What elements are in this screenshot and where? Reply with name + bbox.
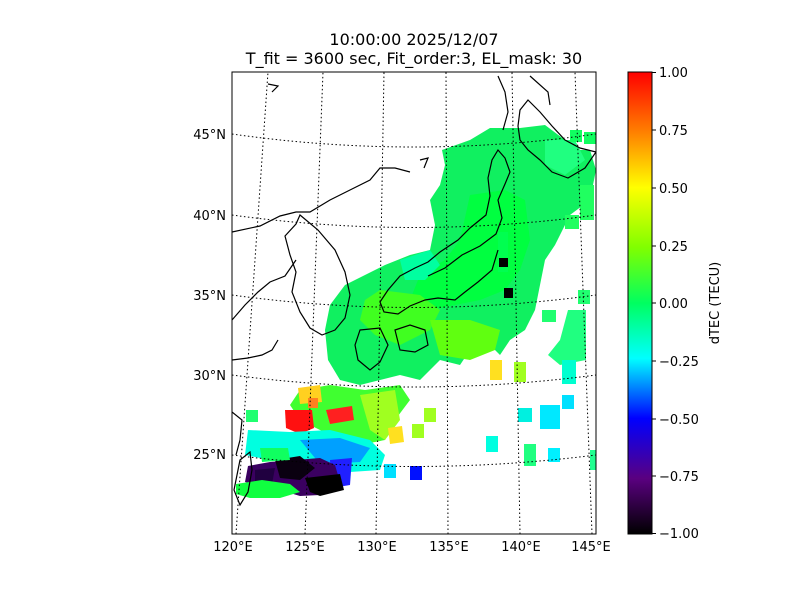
colorbar-gradient [628,72,652,534]
map-title: 10:00:00 2025/12/07 [329,30,499,49]
lat-label-40: 40°N [193,209,226,224]
map-frame [231,71,597,535]
colorbar-ticks [652,72,656,534]
colorbar-tick-1: 1.00 [659,66,688,81]
colorbar-tick-8: −0.75 [659,470,699,485]
lat-label-35: 35°N [193,289,226,304]
map-subtitle: T_fit = 3600 sec, Fit_order:3, EL_mask: … [245,49,583,68]
lon-label-145: 145°E [571,540,611,555]
colorbar-tick-4: 0.25 [659,240,688,255]
colorbar-label: dTEC (TECU) [708,262,723,345]
lat-label-25: 25°N [193,448,226,463]
colorbar-tick-7: −0.50 [659,413,699,428]
lon-label-120: 120°E [213,540,253,555]
lon-labels: 120°E 125°E 130°E 135°E 140°E 145°E [213,540,611,555]
colorbar-tick-6: −0.25 [659,355,699,370]
lat-label-45: 45°N [193,128,226,143]
colorbar-tick-9: −1.00 [659,527,699,542]
colorbar-tick-2: 0.75 [659,124,688,139]
map-area [232,72,596,534]
graticule [232,72,596,534]
coastline-layer [232,75,596,507]
lat-labels: 25°N 30°N 35°N 40°N 45°N [193,128,226,463]
colorbar-tick-3: 0.50 [659,182,688,197]
lon-label-125: 125°E [285,540,325,555]
colorbar: 1.00 0.75 0.50 0.25 0.00 −0.25 −0.50 −0.… [627,66,723,542]
lon-label-130: 130°E [357,540,397,555]
colorbar-tick-5: 0.00 [659,297,688,312]
lat-label-30: 30°N [193,369,226,384]
lon-label-135: 135°E [429,540,469,555]
lon-label-140: 140°E [501,540,541,555]
